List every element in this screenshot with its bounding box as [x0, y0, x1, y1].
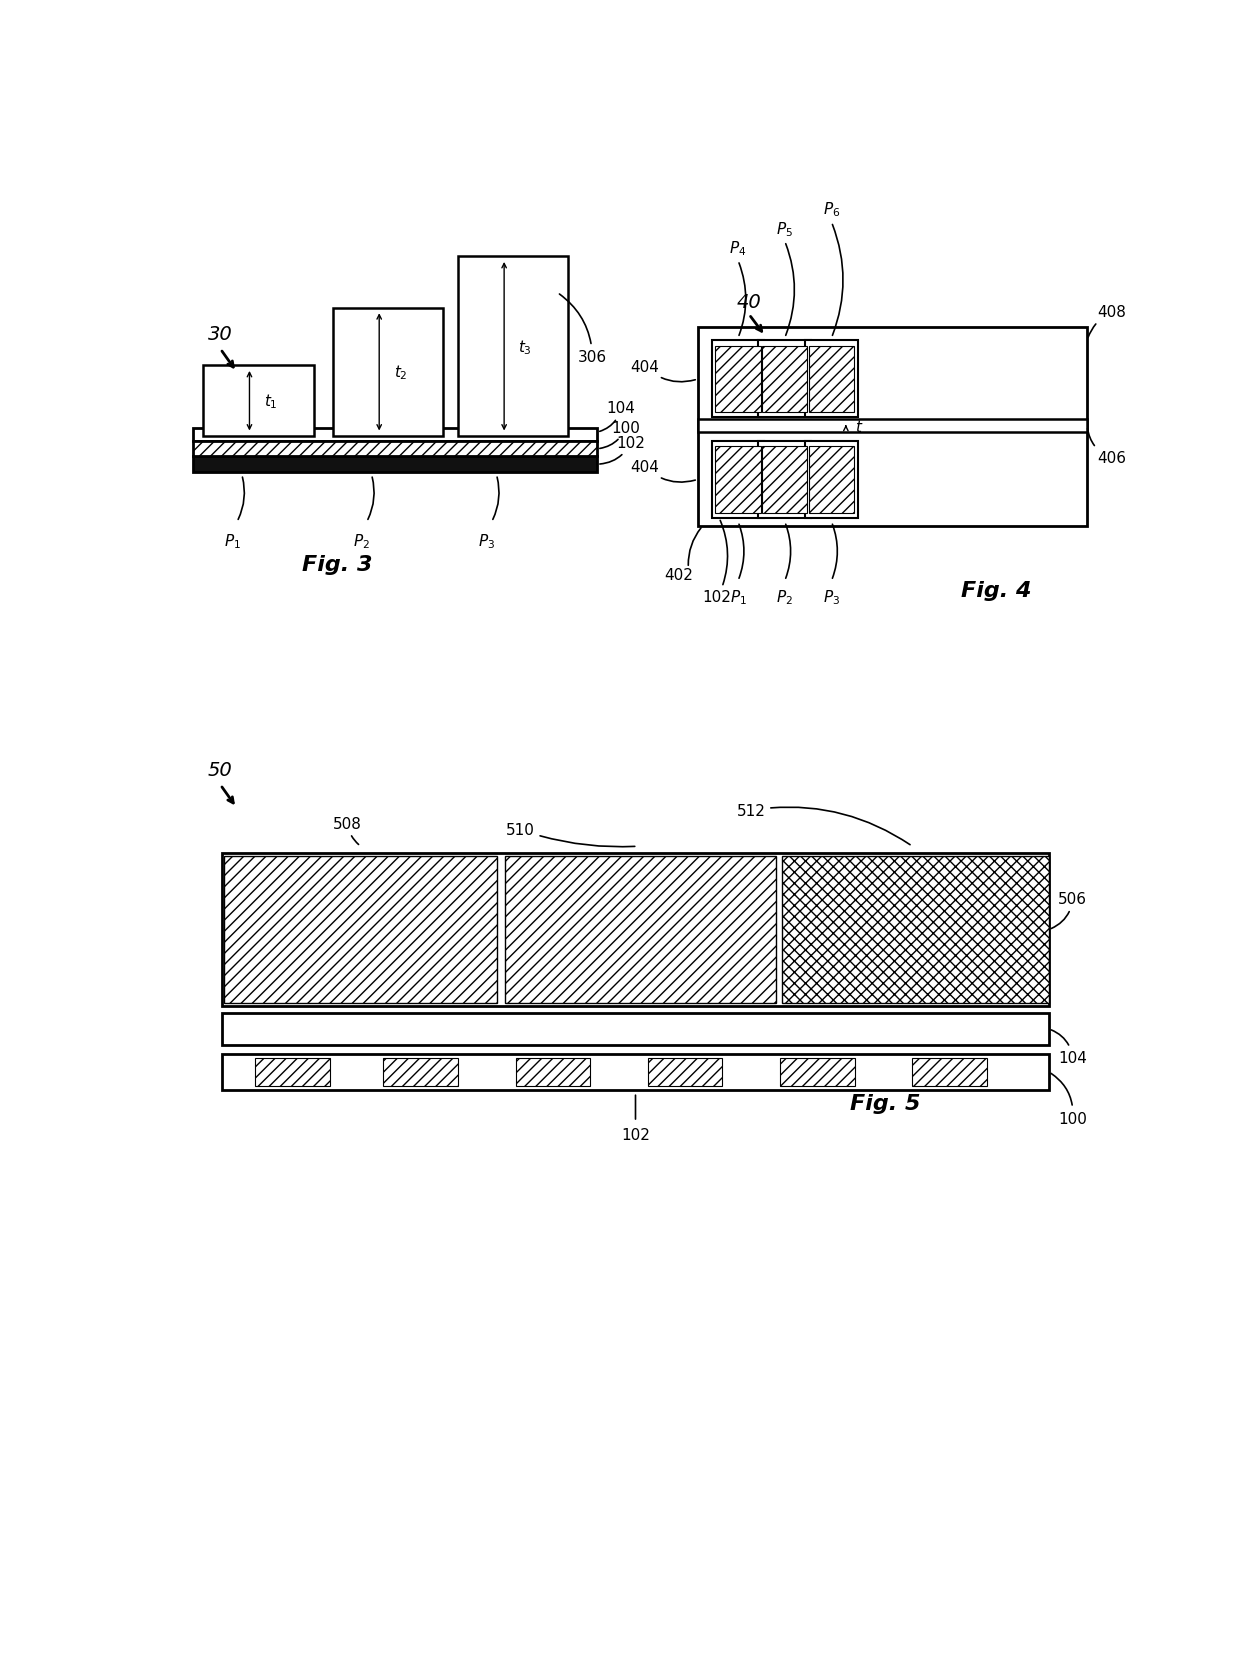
Bar	[458, 258, 568, 436]
Bar	[715, 346, 760, 413]
Text: 102: 102	[621, 1128, 650, 1143]
Bar	[759, 441, 811, 519]
Bar	[222, 1013, 1049, 1045]
Bar	[763, 446, 807, 513]
Text: $t$: $t$	[856, 419, 864, 434]
Bar	[913, 1058, 987, 1087]
Text: 104: 104	[1052, 1030, 1087, 1065]
Text: 100: 100	[1052, 1073, 1087, 1127]
Bar	[332, 308, 444, 436]
Bar	[763, 346, 807, 413]
Text: 100: 100	[600, 421, 640, 449]
Bar	[805, 341, 858, 418]
Text: 408: 408	[1089, 305, 1126, 338]
Text: $t_2$: $t_2$	[393, 363, 407, 383]
Text: 306: 306	[559, 295, 606, 364]
Text: 102: 102	[600, 436, 645, 464]
Text: 50: 50	[208, 760, 233, 779]
Text: $t_3$: $t_3$	[518, 338, 532, 356]
Text: 512: 512	[737, 804, 910, 845]
Text: Fig. 5: Fig. 5	[851, 1093, 920, 1113]
Bar	[805, 441, 858, 519]
Bar	[516, 1058, 590, 1087]
Text: 508: 508	[332, 815, 362, 845]
Bar	[808, 446, 854, 513]
Bar	[698, 328, 1087, 526]
Bar	[255, 1058, 330, 1087]
Text: $P_5$: $P_5$	[776, 220, 794, 238]
Bar	[193, 458, 596, 473]
Text: $P_3$: $P_3$	[479, 532, 495, 551]
Text: 102: 102	[703, 589, 732, 604]
Bar	[383, 1058, 458, 1087]
Text: 402: 402	[665, 567, 693, 582]
Text: $P_4$: $P_4$	[729, 240, 746, 258]
Text: 506: 506	[1052, 892, 1087, 929]
Bar	[780, 1058, 854, 1087]
Text: 510: 510	[506, 822, 635, 847]
Bar	[193, 443, 596, 458]
Text: 404: 404	[631, 359, 696, 383]
Text: 40: 40	[737, 293, 761, 311]
Text: 406: 406	[1087, 429, 1126, 466]
Text: Fig. 4: Fig. 4	[961, 581, 1032, 601]
Bar	[698, 419, 1087, 433]
Text: $P_1$: $P_1$	[729, 587, 746, 606]
Text: 104: 104	[600, 401, 636, 433]
Bar	[203, 366, 314, 436]
Bar	[712, 441, 764, 519]
Text: 404: 404	[631, 459, 696, 483]
Bar	[193, 429, 596, 443]
Bar	[647, 1058, 722, 1087]
Bar	[712, 341, 764, 418]
Text: $t_1$: $t_1$	[264, 393, 278, 411]
Text: $P_2$: $P_2$	[776, 587, 794, 606]
Text: Fig. 3: Fig. 3	[303, 554, 373, 574]
Text: $P_2$: $P_2$	[353, 532, 371, 551]
Bar	[781, 857, 1049, 1003]
Text: $P_1$: $P_1$	[223, 532, 241, 551]
Bar	[808, 346, 854, 413]
Bar	[222, 1055, 1049, 1090]
Bar	[505, 857, 776, 1003]
Text: 30: 30	[208, 324, 233, 344]
Bar	[715, 446, 760, 513]
Bar	[759, 341, 811, 418]
Bar	[222, 854, 1049, 1007]
Text: $P_6$: $P_6$	[823, 201, 839, 220]
Bar	[224, 857, 497, 1003]
Text: $P_3$: $P_3$	[823, 587, 839, 606]
